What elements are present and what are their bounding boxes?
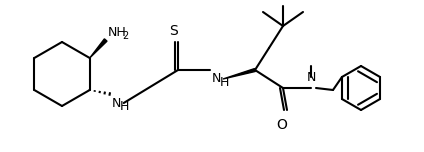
Text: 2: 2 [123, 31, 129, 41]
Text: N: N [212, 73, 221, 85]
Polygon shape [90, 39, 107, 58]
Text: N: N [306, 71, 316, 84]
Polygon shape [223, 69, 255, 79]
Text: H: H [220, 76, 229, 88]
Text: NH: NH [108, 26, 126, 39]
Text: S: S [169, 24, 177, 38]
Text: O: O [276, 118, 287, 132]
Text: N: N [112, 97, 121, 109]
Text: H: H [120, 100, 129, 112]
